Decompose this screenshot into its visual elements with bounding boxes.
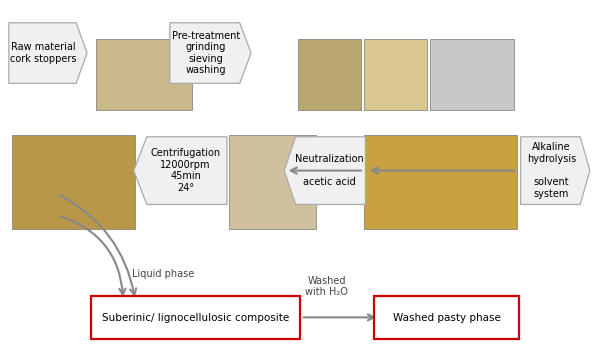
FancyBboxPatch shape xyxy=(430,39,514,110)
FancyBboxPatch shape xyxy=(96,39,192,110)
Polygon shape xyxy=(170,23,251,83)
FancyBboxPatch shape xyxy=(298,39,361,110)
Polygon shape xyxy=(284,137,365,204)
Polygon shape xyxy=(134,137,227,204)
FancyBboxPatch shape xyxy=(12,135,135,229)
FancyBboxPatch shape xyxy=(374,296,519,339)
FancyBboxPatch shape xyxy=(92,296,299,339)
Polygon shape xyxy=(521,137,590,204)
FancyBboxPatch shape xyxy=(364,39,427,110)
Text: Centrifugation
12000rpm
45min
24°: Centrifugation 12000rpm 45min 24° xyxy=(150,148,221,193)
Text: Alkaline
hydrolysis

solvent
system: Alkaline hydrolysis solvent system xyxy=(527,143,576,199)
Text: Suberinic/ lignocellulosic composite: Suberinic/ lignocellulosic composite xyxy=(102,313,289,322)
Text: Raw material
cork stoppers: Raw material cork stoppers xyxy=(10,42,77,64)
Text: Liquid phase: Liquid phase xyxy=(132,269,195,279)
FancyBboxPatch shape xyxy=(364,135,518,229)
Text: Washed
with H₂O: Washed with H₂O xyxy=(305,276,348,297)
Text: Neutralization

acetic acid: Neutralization acetic acid xyxy=(295,154,364,187)
Text: Pre-treatment
grinding
sieving
washing: Pre-treatment grinding sieving washing xyxy=(171,31,240,75)
FancyBboxPatch shape xyxy=(228,135,316,229)
Text: Washed pasty phase: Washed pasty phase xyxy=(393,313,501,322)
Polygon shape xyxy=(9,23,87,83)
